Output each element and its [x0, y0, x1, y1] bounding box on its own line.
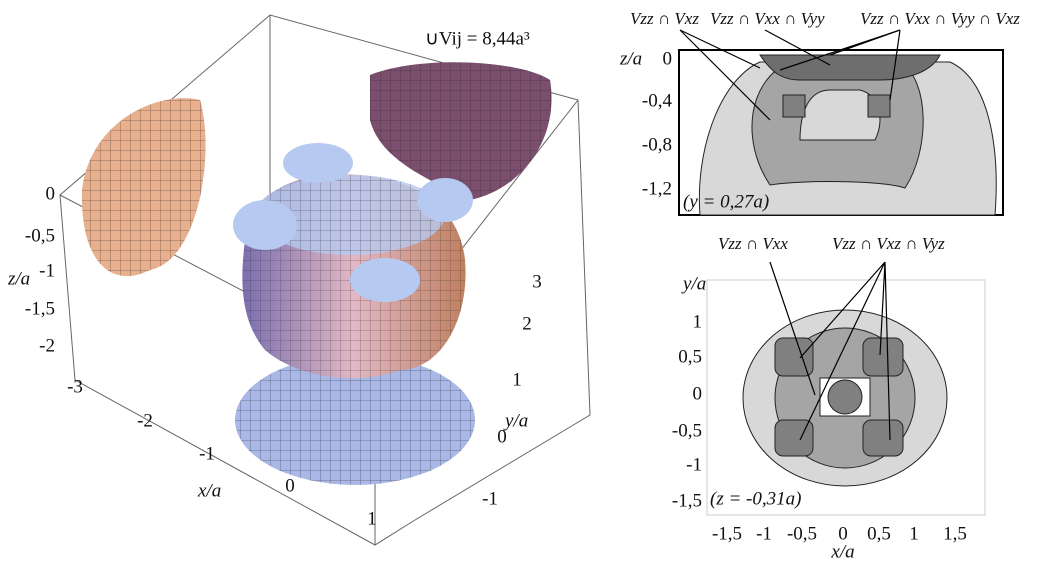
tick-label: -1 [199, 443, 215, 464]
tick-label: 0 [46, 183, 56, 204]
tick-label: -0,5 [25, 225, 55, 246]
tick-label: 1 [693, 311, 703, 332]
tick-label: -1,5 [712, 523, 742, 544]
annotation: Vzz ∩ Vxx ∩ Vyy [710, 9, 825, 28]
axis-label: x/a [830, 541, 854, 562]
annotation: Vzz ∩ Vxz [630, 9, 699, 28]
annotation: Vzz ∩ Vxx [718, 234, 788, 253]
annotation: Vzz ∩ Vxx ∩ Vyy ∩ Vxz [860, 9, 1020, 28]
tick-label: 1,5 [943, 523, 967, 544]
tick-label: 0,5 [867, 523, 891, 544]
tick-label: -0,5 [672, 420, 702, 441]
axis-label: z/a [619, 48, 642, 69]
tick-label: -1 [686, 454, 702, 475]
tick-label: -1 [756, 523, 772, 544]
tick-label: 1 [909, 523, 919, 544]
tick-label: -1 [482, 488, 498, 509]
tick-label: 0 [497, 426, 507, 447]
tick-label: 1 [367, 508, 377, 529]
axis-label: y/a [681, 273, 706, 294]
tick-label: 0 [693, 383, 703, 404]
tick-label: -1 [39, 260, 55, 281]
tick-label: 2 [522, 313, 532, 334]
tick-label: -2 [137, 410, 153, 431]
tick-label: 3 [532, 271, 542, 292]
axis-label: z/a [7, 268, 30, 289]
tick-label: -1,5 [672, 490, 702, 511]
section-label: (z = -0,31a) [710, 488, 801, 509]
tick-label: 0 [285, 475, 295, 496]
tick-label: -0,5 [787, 523, 817, 544]
box-3d [60, 15, 590, 545]
section-label: (y = 0,27a) [683, 191, 769, 212]
tick-label: -2 [39, 335, 55, 356]
tick-label: -1,2 [642, 178, 672, 199]
tick-label: -0,4 [642, 90, 673, 111]
tick-label: 0,5 [678, 346, 702, 367]
tick-label: 0 [663, 48, 673, 69]
annotation: Vzz ∩ Vxz ∩ Vyz [832, 234, 945, 253]
figure: ∪Vij = 8,44a³ z/a x/a y/a 0 -0,5 -1 -1,5… [0, 0, 1041, 565]
axis-label: y/a [503, 410, 528, 431]
section-z [707, 262, 985, 515]
axis-label: x/a [197, 480, 221, 501]
section-y [679, 30, 1003, 215]
tick-label: -1,5 [25, 298, 55, 319]
tick-label: 1 [512, 369, 522, 390]
title: ∪Vij = 8,44a³ [425, 28, 530, 49]
tick-label: -0,8 [642, 134, 672, 155]
tick-label: -3 [67, 376, 83, 397]
